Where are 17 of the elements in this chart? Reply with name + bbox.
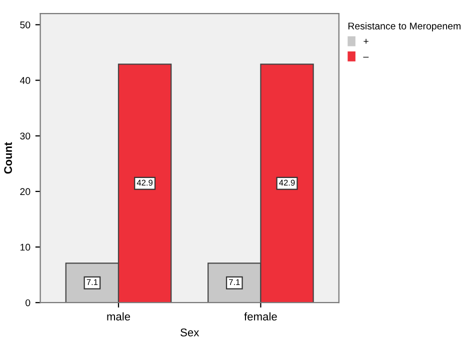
y-tick-label: 30 [20,132,30,140]
data-label: 42.9 [279,180,295,186]
y-tick-label: 10 [20,244,30,251]
data-label: 7.1 [229,279,240,286]
y-tick-label: 40 [20,77,30,84]
y-tick-label: 50 [20,21,30,28]
legend-label: + [364,38,368,44]
y-tick-label: 20 [20,188,30,196]
data-label: 42.9 [136,180,153,186]
x-tick-label: male [107,312,130,320]
legend-title: Resistance to Meropenem [348,22,460,32]
x-axis-title: Sex [180,328,200,336]
y-tick-label: 0 [26,299,30,306]
legend-label: – [363,56,369,58]
data-label: 7.1 [86,279,98,286]
x-tick-label: female [244,312,277,320]
y-axis-title: Count [4,142,12,174]
